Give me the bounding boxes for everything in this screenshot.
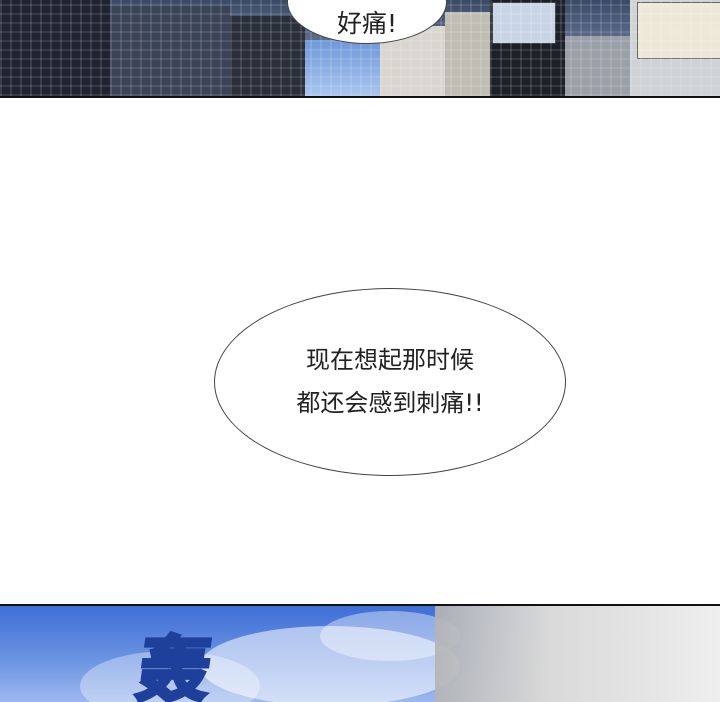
- bottom-comic-panel: 轰: [0, 604, 720, 702]
- building: [230, 16, 305, 96]
- billboard: [637, 2, 720, 59]
- speech-bubble-main: 现在想起那时候 都还会感到刺痛!!: [214, 288, 566, 476]
- sound-effect-text: 轰: [131, 627, 219, 702]
- speech-bubble-top-text: 好痛!: [336, 9, 398, 38]
- building: [110, 6, 230, 96]
- building: [565, 36, 630, 96]
- billboard: [492, 2, 556, 44]
- top-comic-panel: 好痛!: [0, 0, 720, 98]
- building: [445, 12, 490, 96]
- building: [0, 0, 110, 96]
- speech-line-1: 现在想起那时候: [306, 346, 474, 374]
- cloud: [200, 626, 460, 702]
- speech-line-2: 都还会感到刺痛!!: [296, 389, 484, 417]
- blurred-area: [435, 606, 720, 702]
